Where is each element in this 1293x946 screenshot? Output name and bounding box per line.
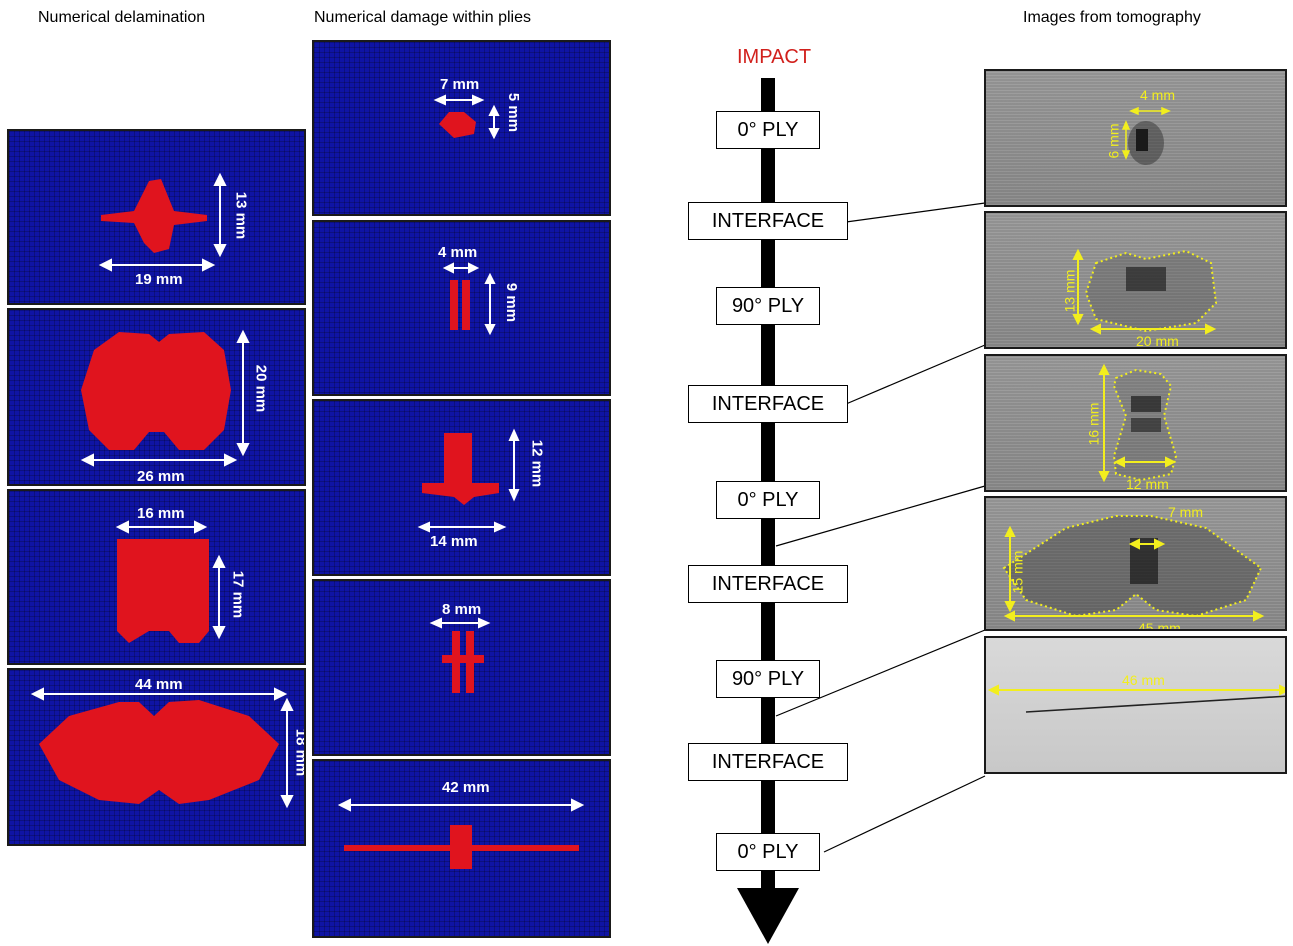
ply-panel-4: 8 mm bbox=[312, 579, 611, 756]
dimension-arrows bbox=[1098, 363, 1177, 483]
stack-layer-6: INTERFACE bbox=[688, 565, 848, 603]
dimension-height: 18 mm bbox=[292, 728, 306, 777]
dimension-height: 20 mm bbox=[252, 364, 270, 413]
dimension-width: 44 mm bbox=[135, 676, 183, 693]
dimension-arrows bbox=[98, 172, 227, 272]
damage-shape bbox=[422, 433, 499, 505]
ply-panel-2: 4 mm 9 mm bbox=[312, 220, 611, 396]
damage-shape bbox=[101, 179, 207, 253]
stack-layer-9: 0° PLY bbox=[716, 833, 820, 871]
damage-shape bbox=[450, 280, 470, 330]
dimension-arrows bbox=[987, 684, 1285, 696]
dimension-height: 5 mm bbox=[505, 92, 523, 133]
dimension-width: 14 mm bbox=[430, 533, 478, 550]
impact-label: IMPACT bbox=[737, 46, 812, 68]
stack-layer-3: 90° PLY bbox=[716, 287, 820, 325]
dimension-width: 26 mm bbox=[137, 468, 185, 485]
dimension-arrows bbox=[1003, 525, 1265, 622]
dimension-height: 17 mm bbox=[229, 570, 247, 619]
damage-shape bbox=[439, 112, 476, 138]
dimension-width: 12 mm bbox=[1126, 476, 1169, 492]
damage-shape bbox=[81, 332, 231, 450]
dimension-arrows bbox=[442, 262, 496, 336]
dimension-width: 20 mm bbox=[1136, 333, 1179, 349]
damage-shape bbox=[39, 700, 279, 804]
delamination-panel-1: 19 mm 13 mm bbox=[7, 129, 306, 305]
damage-shape bbox=[442, 631, 484, 693]
defect-mark bbox=[1112, 368, 1178, 482]
damage-shape bbox=[344, 825, 579, 869]
dimension-width: 42 mm bbox=[442, 779, 490, 796]
delamination-panel-4: 44 mm 18 mm bbox=[7, 668, 306, 846]
dimension-arrows bbox=[429, 617, 491, 629]
stack-layer-5: 0° PLY bbox=[716, 481, 820, 519]
dimension-height: 15 mm bbox=[1009, 550, 1026, 594]
ply-panel-5: 42 mm bbox=[312, 759, 611, 938]
defect-mark bbox=[1002, 515, 1263, 618]
defect-mark bbox=[1128, 121, 1164, 165]
dimension-arrows bbox=[337, 798, 585, 812]
title-ply-damage: Numerical damage within plies bbox=[314, 9, 531, 26]
dimension-arrows bbox=[433, 94, 500, 140]
ply-panel-3: 14 mm 12 mm bbox=[312, 399, 611, 576]
delamination-panel-3: 16 mm 17 mm bbox=[7, 489, 306, 665]
damage-shape bbox=[117, 539, 209, 643]
tomography-image-2: 20 mm 13 mm bbox=[984, 211, 1287, 349]
dimension-height: 6 mm bbox=[1105, 123, 1122, 159]
ply-panel-1: 7 mm 5 mm bbox=[312, 40, 611, 216]
dimension-width: 16 mm bbox=[137, 505, 185, 522]
dimension-arrows bbox=[417, 428, 520, 533]
stack-layer-1: 0° PLY bbox=[716, 111, 820, 149]
dimension-arrows bbox=[1072, 248, 1217, 335]
title-delamination: Numerical delamination bbox=[38, 9, 206, 26]
title-tomography: Images from tomography bbox=[1023, 9, 1201, 26]
dimension-width: 4 mm bbox=[1140, 87, 1175, 103]
stack-layer-8: INTERFACE bbox=[688, 743, 848, 781]
dimension-width: 4 mm bbox=[438, 244, 478, 261]
tomography-image-1: 4 mm 6 mm bbox=[984, 69, 1287, 207]
tomography-image-4: 45 mm 7 mm 15 mm bbox=[984, 496, 1287, 631]
delamination-panel-2: 26 mm 20 mm bbox=[7, 308, 306, 486]
dimension-arrows bbox=[115, 520, 226, 640]
dimension-arrows bbox=[80, 329, 250, 467]
stack-layer-2: INTERFACE bbox=[688, 202, 848, 240]
tomography-image-3: 12 mm 16 mm bbox=[984, 354, 1287, 492]
dimension-arrows bbox=[30, 687, 294, 809]
dimension-height: 12 mm bbox=[528, 439, 546, 488]
defect-mark bbox=[1084, 249, 1218, 333]
dimension-width: 8 mm bbox=[442, 601, 482, 618]
dimension-width: 7 mm bbox=[440, 76, 480, 93]
stack-layer-7: 90° PLY bbox=[716, 660, 820, 698]
dimension-height: 16 mm bbox=[1085, 402, 1102, 446]
dimension-height: 13 mm bbox=[1061, 269, 1078, 313]
dimension-height: 13 mm bbox=[232, 191, 250, 240]
stack-layer-4: INTERFACE bbox=[688, 385, 848, 423]
dimension-inner-width: 7 mm bbox=[1168, 504, 1203, 520]
dimension-width: 45 mm bbox=[1138, 620, 1181, 631]
tomography-image-5: 46 mm bbox=[984, 636, 1287, 774]
dimension-height: 9 mm bbox=[503, 282, 521, 323]
dimension-width: 46 mm bbox=[1122, 672, 1165, 688]
dimension-arrows bbox=[1121, 106, 1171, 160]
dimension-width: 19 mm bbox=[135, 271, 183, 288]
defect-mark bbox=[1025, 695, 1285, 713]
